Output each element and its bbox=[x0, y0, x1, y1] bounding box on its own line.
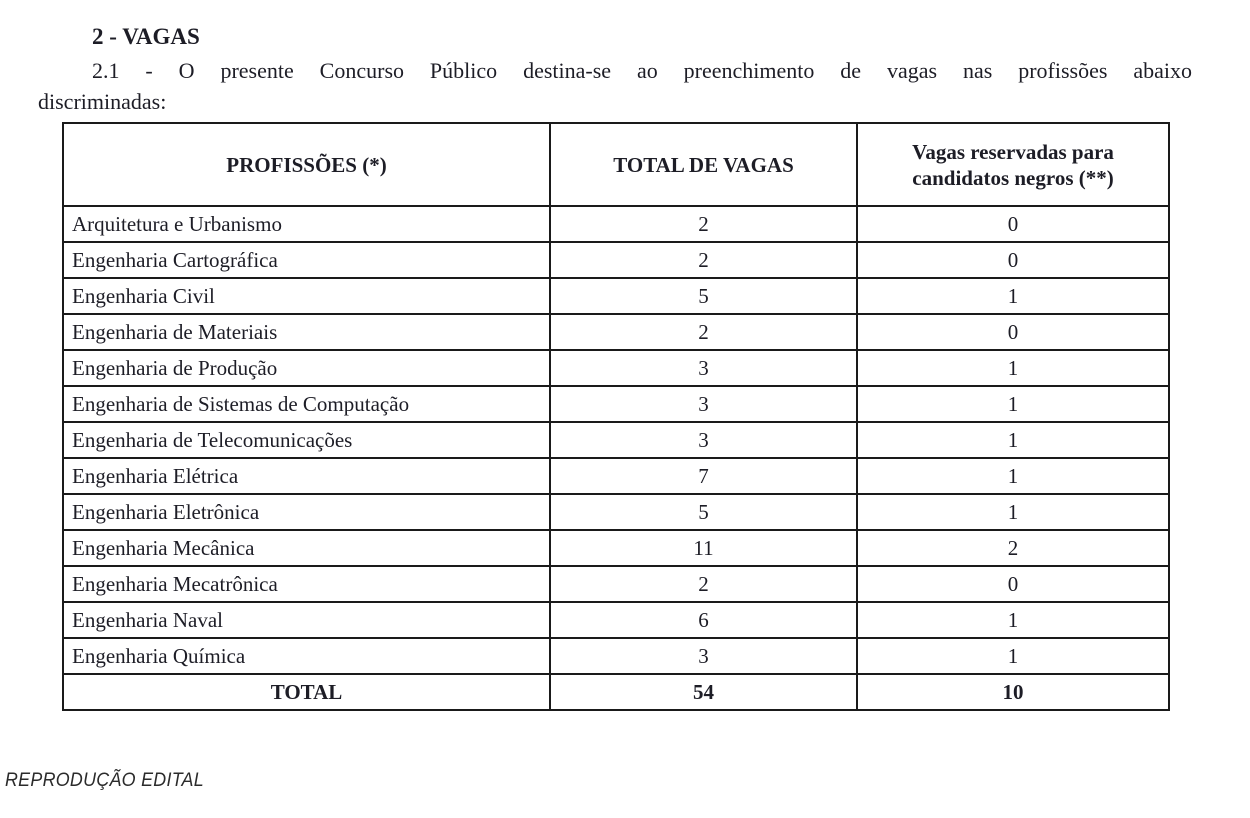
reserved-vagas-cell: 1 bbox=[856, 493, 1170, 531]
profession-cell: Engenharia de Materiais bbox=[62, 313, 551, 351]
profession-cell: Engenharia Química bbox=[62, 637, 551, 675]
total-vagas-cell: 2 bbox=[549, 565, 858, 603]
vacancies-table-header: PROFISSÕES (*) TOTAL DE VAGAS Vagas rese… bbox=[62, 122, 1170, 207]
total-vagas-cell: 3 bbox=[549, 385, 858, 423]
table-row: Engenharia de Sistemas de Computação 3 1 bbox=[62, 385, 1170, 423]
total-vagas-cell: 3 bbox=[549, 637, 858, 675]
table-row: Engenharia Cartográfica 2 0 bbox=[62, 241, 1170, 279]
reserved-vagas-cell: 0 bbox=[856, 241, 1170, 279]
profession-cell: Engenharia Mecatrônica bbox=[62, 565, 551, 603]
profession-cell: Engenharia Naval bbox=[62, 601, 551, 639]
profession-cell: Engenharia de Sistemas de Computação bbox=[62, 385, 551, 423]
intro-paragraph-line-1: 2.1 - O presente Concurso Público destin… bbox=[92, 58, 1192, 83]
table-row: Arquitetura e Urbanismo 2 0 bbox=[62, 205, 1170, 243]
document-content: 2 - VAGAS 2.1 - O presente Concurso Públ… bbox=[38, 24, 1192, 711]
reserved-vagas-cell: 1 bbox=[856, 637, 1170, 675]
total-label-cell: TOTAL bbox=[62, 673, 551, 711]
table-row: Engenharia Civil 5 1 bbox=[62, 277, 1170, 315]
profession-cell: Engenharia Civil bbox=[62, 277, 551, 315]
header-row: PROFISSÕES (*) TOTAL DE VAGAS Vagas rese… bbox=[62, 122, 1170, 207]
table-row: Engenharia de Materiais 2 0 bbox=[62, 313, 1170, 351]
profession-cell: Engenharia Eletrônica bbox=[62, 493, 551, 531]
profession-cell: Engenharia de Telecomunicações bbox=[62, 421, 551, 459]
table-row: Engenharia de Telecomunicações 3 1 bbox=[62, 421, 1170, 459]
profession-cell: Arquitetura e Urbanismo bbox=[62, 205, 551, 243]
table-row: Engenharia Química 3 1 bbox=[62, 637, 1170, 675]
table-row: Engenharia Mecatrônica 2 0 bbox=[62, 565, 1170, 603]
total-vagas-cell: 6 bbox=[549, 601, 858, 639]
table-row: Engenharia Mecânica 11 2 bbox=[62, 529, 1170, 567]
vacancies-table-body: Arquitetura e Urbanismo 2 0 Engenharia C… bbox=[62, 205, 1170, 711]
total-vagas-cell: 2 bbox=[549, 205, 858, 243]
reserved-vagas-cell: 1 bbox=[856, 601, 1170, 639]
total-vagas-cell: 5 bbox=[549, 493, 858, 531]
total-vagas-cell: 3 bbox=[549, 421, 858, 459]
profession-cell: Engenharia Cartográfica bbox=[62, 241, 551, 279]
source-caption: REPRODUÇÃO EDITAL bbox=[5, 770, 204, 791]
reserved-vagas-sum-cell: 10 bbox=[856, 673, 1170, 711]
table-row: Engenharia Elétrica 7 1 bbox=[62, 457, 1170, 495]
reserved-vagas-cell: 1 bbox=[856, 421, 1170, 459]
profession-cell: Engenharia Elétrica bbox=[62, 457, 551, 495]
reserved-vagas-cell: 1 bbox=[856, 277, 1170, 315]
table-row: Engenharia Eletrônica 5 1 bbox=[62, 493, 1170, 531]
reserved-vagas-cell: 1 bbox=[856, 457, 1170, 495]
reserved-vagas-cell: 2 bbox=[856, 529, 1170, 567]
total-vagas-cell: 3 bbox=[549, 349, 858, 387]
header-total-vagas: TOTAL DE VAGAS bbox=[549, 122, 858, 207]
header-professions: PROFISSÕES (*) bbox=[62, 122, 551, 207]
reserved-vagas-cell: 0 bbox=[856, 313, 1170, 351]
reserved-vagas-cell: 1 bbox=[856, 349, 1170, 387]
reserved-vagas-cell: 1 bbox=[856, 385, 1170, 423]
vacancies-table: PROFISSÕES (*) TOTAL DE VAGAS Vagas rese… bbox=[62, 122, 1170, 711]
profession-cell: Engenharia Mecânica bbox=[62, 529, 551, 567]
table-total-row: TOTAL 54 10 bbox=[62, 673, 1170, 711]
total-vagas-cell: 7 bbox=[549, 457, 858, 495]
intro-paragraph-line-2: discriminadas: bbox=[38, 89, 167, 114]
section-title: 2 - VAGAS bbox=[92, 24, 200, 49]
total-vagas-cell: 2 bbox=[549, 313, 858, 351]
total-vagas-cell: 11 bbox=[549, 529, 858, 567]
total-vagas-cell: 5 bbox=[549, 277, 858, 315]
reserved-vagas-cell: 0 bbox=[856, 205, 1170, 243]
table-row: Engenharia Naval 6 1 bbox=[62, 601, 1170, 639]
total-vagas-cell: 2 bbox=[549, 241, 858, 279]
profession-cell: Engenharia de Produção bbox=[62, 349, 551, 387]
table-row: Engenharia de Produção 3 1 bbox=[62, 349, 1170, 387]
total-vagas-sum-cell: 54 bbox=[549, 673, 858, 711]
header-reserved-vagas: Vagas reservadas para candidatos negros … bbox=[856, 122, 1170, 207]
reserved-vagas-cell: 0 bbox=[856, 565, 1170, 603]
